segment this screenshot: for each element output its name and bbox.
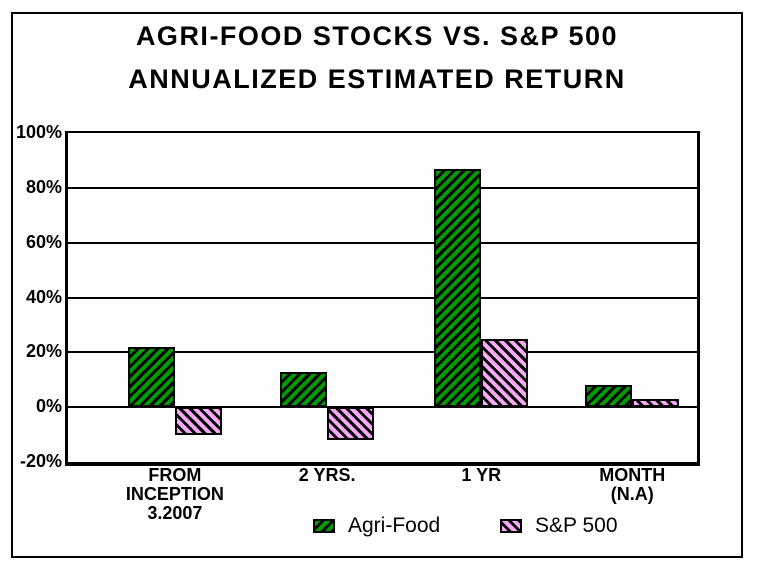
- y-tick-label--20pct: -20%: [19, 451, 62, 471]
- y-tick-label-0pct: 0%: [35, 396, 62, 417]
- bar-s-p-500-group-3: [632, 398, 680, 408]
- bar-agri-food-group-1: [280, 371, 328, 408]
- gridline-40: [68, 296, 697, 299]
- category-label-1: 2 YRS.: [298, 465, 356, 485]
- gridline-60: [68, 241, 697, 244]
- category-label-0: FROM INCEPTION 3.2007: [125, 465, 224, 523]
- legend-swatch-sp500-icon: [500, 519, 522, 533]
- y-tick-label-20pct: 20%: [25, 341, 62, 362]
- y-tick-label-80pct: 80%: [25, 176, 62, 197]
- category-label-2: 1 YR: [461, 465, 502, 485]
- category-label-3: MONTH (N.A): [599, 465, 666, 504]
- legend-item-sp500: S&P 500: [500, 514, 618, 538]
- y-tick-label-100pct: 100%: [15, 122, 62, 142]
- legend-label-agri-food: Agri-Food: [348, 514, 441, 537]
- x-axis-category-labels: FROM INCEPTION 3.2007 2 YRS. 1 YR MONTH (N.…: [68, 466, 697, 526]
- gridline-0: [68, 406, 697, 409]
- bar-s-p-500-group-1: [327, 407, 375, 441]
- legend-label-sp500: S&P 500: [535, 514, 618, 537]
- chart-plot-area: [65, 131, 700, 466]
- legend-item-agri-food: Agri-Food: [313, 514, 440, 538]
- bar-agri-food-group-0: [127, 346, 175, 408]
- y-tick-label-40pct: 40%: [25, 286, 62, 307]
- bar-agri-food-group-3: [585, 385, 633, 408]
- chart-title-line-2: ANNUALIZED ESTIMATED RETURN: [128, 64, 626, 94]
- gridline-80: [68, 186, 697, 189]
- chart-legend: Agri-Food S&P 500: [0, 511, 762, 541]
- legend-swatch-agri-food-icon: [313, 519, 335, 533]
- chart-title-line-1: AGRI-FOOD STOCKS VS. S&P 500: [135, 21, 619, 51]
- bar-s-p-500-group-0: [174, 407, 222, 435]
- y-tick-label-60pct: 60%: [25, 231, 62, 252]
- bar-s-p-500-group-2: [481, 338, 529, 408]
- bar-agri-food-group-2: [434, 168, 482, 408]
- gridline-20: [68, 351, 697, 354]
